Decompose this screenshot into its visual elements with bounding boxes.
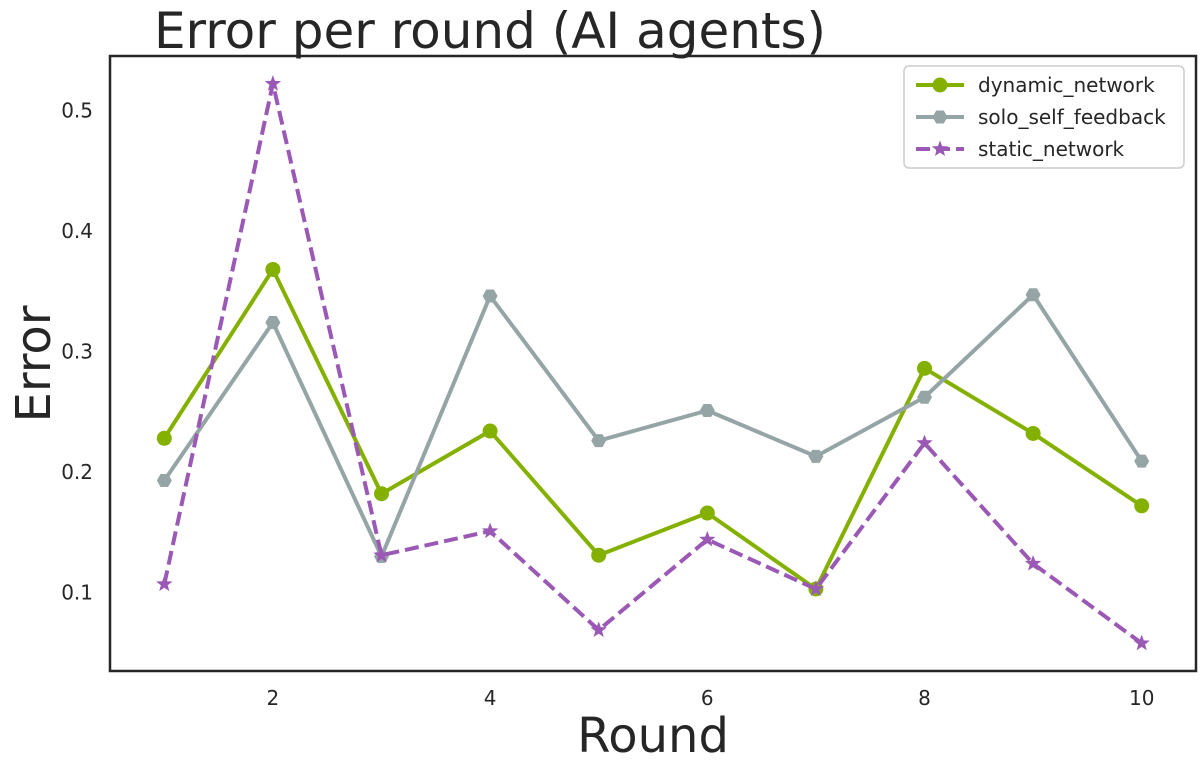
data-point <box>808 449 824 463</box>
data-point <box>699 505 715 521</box>
data-point <box>591 434 607 448</box>
data-point <box>1024 555 1042 571</box>
x-axis-label: Round <box>577 708 729 764</box>
series-line <box>162 267 1143 591</box>
data-point <box>1134 498 1150 514</box>
data-point <box>917 390 932 404</box>
axis-ticks: 2 4 6 8 10 0.1 0.2 0.3 0.4 0.5 <box>61 98 1154 710</box>
legend-label: static_network <box>978 137 1125 161</box>
data-point <box>373 546 390 563</box>
data-point <box>482 423 498 439</box>
legend-label: solo_self_feedback <box>978 105 1166 129</box>
data-point <box>1134 454 1150 468</box>
legend-marker <box>932 77 948 93</box>
legend-item: solo_self_feedback <box>916 105 1166 129</box>
data-point <box>1025 288 1041 302</box>
data-point <box>699 404 715 418</box>
data-point <box>807 580 825 596</box>
legend-item: static_network <box>916 137 1125 161</box>
data-point <box>374 486 389 502</box>
series-group <box>156 75 1150 651</box>
y-tick-label: 0.2 <box>61 460 93 484</box>
x-tick-label: 8 <box>918 686 931 710</box>
data-point <box>916 434 933 451</box>
legend-item: dynamic_network <box>916 73 1155 97</box>
y-tick-label: 0.4 <box>61 219 93 243</box>
series-line <box>162 292 1144 559</box>
y-tick-label: 0.3 <box>61 339 93 363</box>
data-point <box>265 316 281 329</box>
chart-title: Error per round (AI agents) <box>154 2 826 60</box>
data-point <box>482 289 498 303</box>
plot-frame <box>108 54 1198 673</box>
data-point <box>265 261 281 277</box>
y-axis-label: Error <box>6 305 62 422</box>
legend: dynamic_network solo_self_feedback static_… <box>903 65 1185 169</box>
data-point <box>699 530 716 547</box>
data-point <box>1133 634 1150 651</box>
data-point <box>156 430 172 446</box>
data-point <box>591 547 607 563</box>
legend-label: dynamic_network <box>978 73 1155 97</box>
legend-marker <box>932 110 948 124</box>
data-point <box>156 575 173 592</box>
legend-marker <box>931 140 949 156</box>
data-point <box>264 75 282 91</box>
series-static_network <box>156 75 1150 651</box>
x-tick-label: 4 <box>484 686 497 710</box>
y-tick-label: 0.5 <box>61 98 93 122</box>
x-tick-label: 10 <box>1129 686 1154 710</box>
legend-box <box>903 65 1185 169</box>
data-point <box>481 522 499 539</box>
data-point <box>917 360 932 376</box>
data-point <box>1025 425 1041 441</box>
x-tick-label: 6 <box>701 686 714 710</box>
series-line <box>162 81 1143 645</box>
data-point <box>156 473 172 487</box>
x-tick-label: 2 <box>267 686 280 710</box>
y-tick-label: 0.1 <box>61 581 93 605</box>
data-point <box>590 621 607 637</box>
